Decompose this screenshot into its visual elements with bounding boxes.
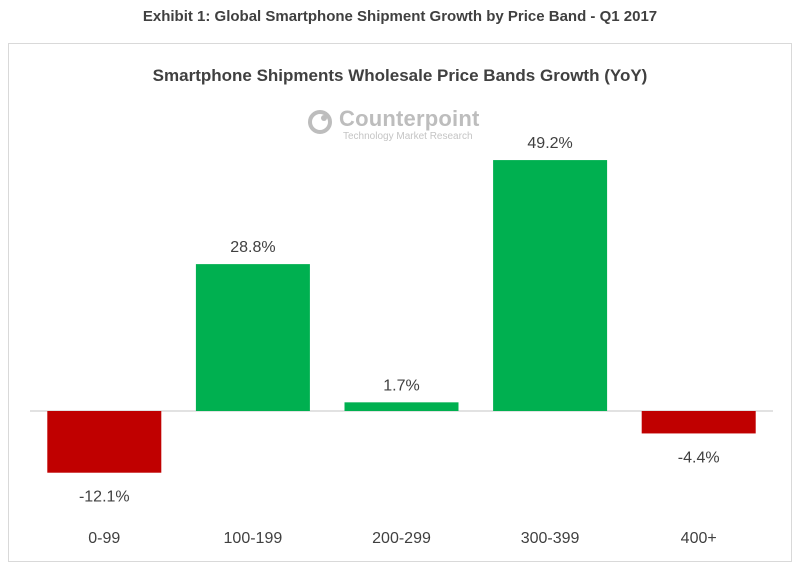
data-label: -4.4% (678, 449, 720, 466)
data-label: -12.1% (79, 489, 130, 506)
bar-400+ (641, 411, 756, 434)
bar-100-199 (195, 264, 310, 411)
data-label: 28.8% (230, 239, 275, 256)
exhibit-title: Exhibit 1: Global Smartphone Shipment Gr… (142, 8, 658, 25)
bar-300-399 (493, 160, 608, 411)
logo-tagline: Technology Market Research (343, 131, 473, 142)
category-label: 400+ (681, 530, 717, 547)
logo-name: Counterpoint (339, 106, 480, 131)
chart-frame: Smartphone Shipments Wholesale Price Ban… (8, 43, 792, 562)
bar-200-299 (344, 402, 459, 411)
counterpoint-logo: Counterpoint Technology Market Research (307, 106, 507, 146)
category-label: 100-199 (224, 530, 283, 547)
category-label: 0-99 (88, 530, 120, 547)
data-label: 1.7% (383, 377, 419, 394)
chart-title: Smartphone Shipments Wholesale Price Ban… (152, 66, 648, 85)
data-label: 49.2% (527, 135, 572, 152)
bar-0-99 (47, 411, 162, 473)
category-label: 300-399 (521, 530, 580, 547)
category-label: 200-299 (372, 530, 431, 547)
counterpoint-logo-icon (308, 110, 332, 134)
